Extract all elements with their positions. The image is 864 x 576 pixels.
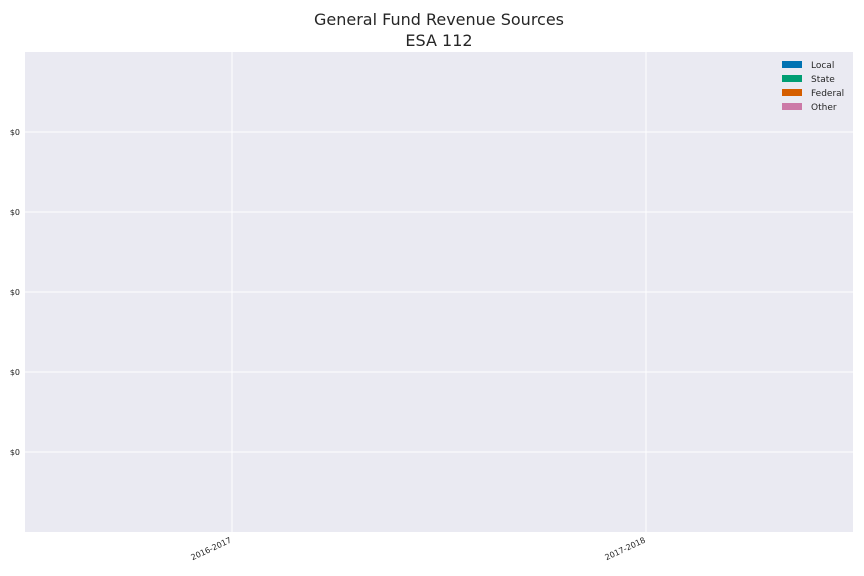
x-tick-label: 2016-2017 [190, 536, 233, 563]
legend-swatch-local [782, 61, 802, 68]
y-tick-label: $0 [10, 288, 20, 297]
legend-swatch-other [782, 103, 802, 110]
legend-label-state: State [811, 75, 835, 85]
legend-swatch-state [782, 75, 802, 82]
y-tick-label: $0 [10, 208, 20, 217]
x-tick-label: 2017-2018 [604, 536, 647, 563]
x-axis-ticks: 2016-2017 2017-2018 [190, 536, 647, 563]
legend-label-local: Local [811, 61, 834, 71]
chart-subtitle: ESA 112 [405, 31, 472, 50]
legend-swatch-federal [782, 89, 802, 96]
y-tick-label: $0 [10, 128, 20, 137]
legend-label-federal: Federal [811, 89, 844, 99]
y-axis-ticks: $0 $0 $0 $0 $0 [10, 128, 20, 457]
legend-label-other: Other [811, 103, 837, 113]
chart-title: General Fund Revenue Sources [314, 10, 564, 29]
y-tick-label: $0 [10, 448, 20, 457]
y-tick-label: $0 [10, 368, 20, 377]
